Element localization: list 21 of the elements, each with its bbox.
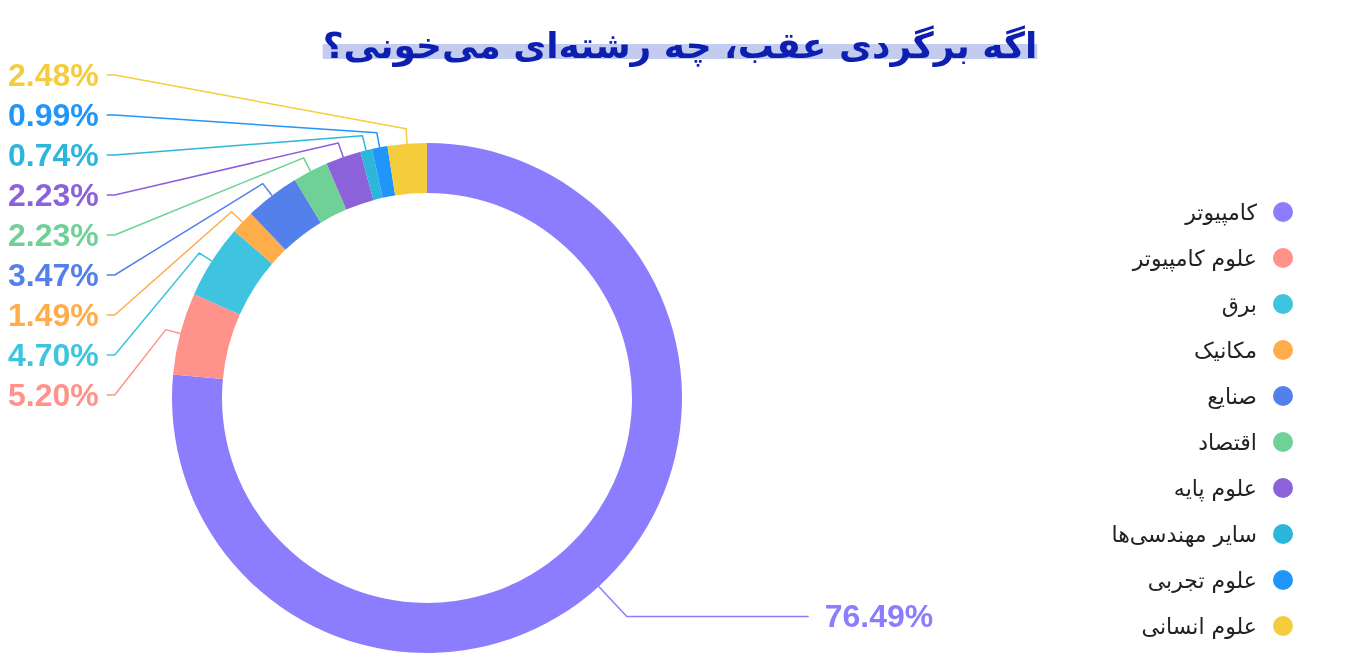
data-label: 4.70%	[8, 337, 99, 373]
legend-label: علوم انسانی	[1141, 613, 1257, 639]
data-label: 2.48%	[8, 57, 99, 93]
chart-title: اگه برگردی عقب، چه رشته‌ای می‌خونی؟	[322, 25, 1038, 67]
legend-label: علوم تجربی	[1147, 567, 1257, 593]
data-label: 2.23%	[8, 217, 99, 253]
data-label: 2.23%	[8, 177, 99, 213]
data-label: 76.49%	[824, 598, 934, 635]
legend-label: علوم کامپیوتر	[1131, 245, 1257, 272]
legend-label: کامپیوتر	[1184, 199, 1258, 226]
legend-label: اقتصاد	[1198, 429, 1257, 455]
data-label: 0.99%	[8, 97, 99, 133]
legend-label: برق	[1221, 291, 1257, 317]
data-label: 0.74%	[8, 137, 99, 173]
data-label: 1.49%	[8, 297, 99, 333]
legend-label: علوم پایه	[1173, 475, 1257, 502]
legend-label: سایر مهندسی‌ها	[1111, 521, 1257, 547]
legend-label: صنایع	[1207, 383, 1257, 409]
data-label: 3.47%	[8, 257, 99, 293]
data-label: 5.20%	[8, 377, 99, 413]
legend-label: مکانیک	[1193, 337, 1257, 363]
